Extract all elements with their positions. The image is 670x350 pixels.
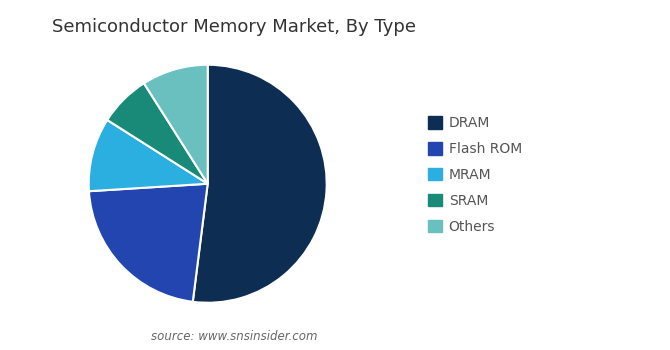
Wedge shape	[107, 83, 208, 184]
Wedge shape	[88, 120, 208, 191]
Wedge shape	[89, 184, 208, 302]
Text: Semiconductor Memory Market, By Type: Semiconductor Memory Market, By Type	[52, 18, 417, 35]
Text: source: www.snsinsider.com: source: www.snsinsider.com	[151, 330, 318, 343]
Wedge shape	[144, 65, 208, 184]
Wedge shape	[193, 65, 327, 303]
Legend: DRAM, Flash ROM, MRAM, SRAM, Others: DRAM, Flash ROM, MRAM, SRAM, Others	[422, 111, 527, 239]
